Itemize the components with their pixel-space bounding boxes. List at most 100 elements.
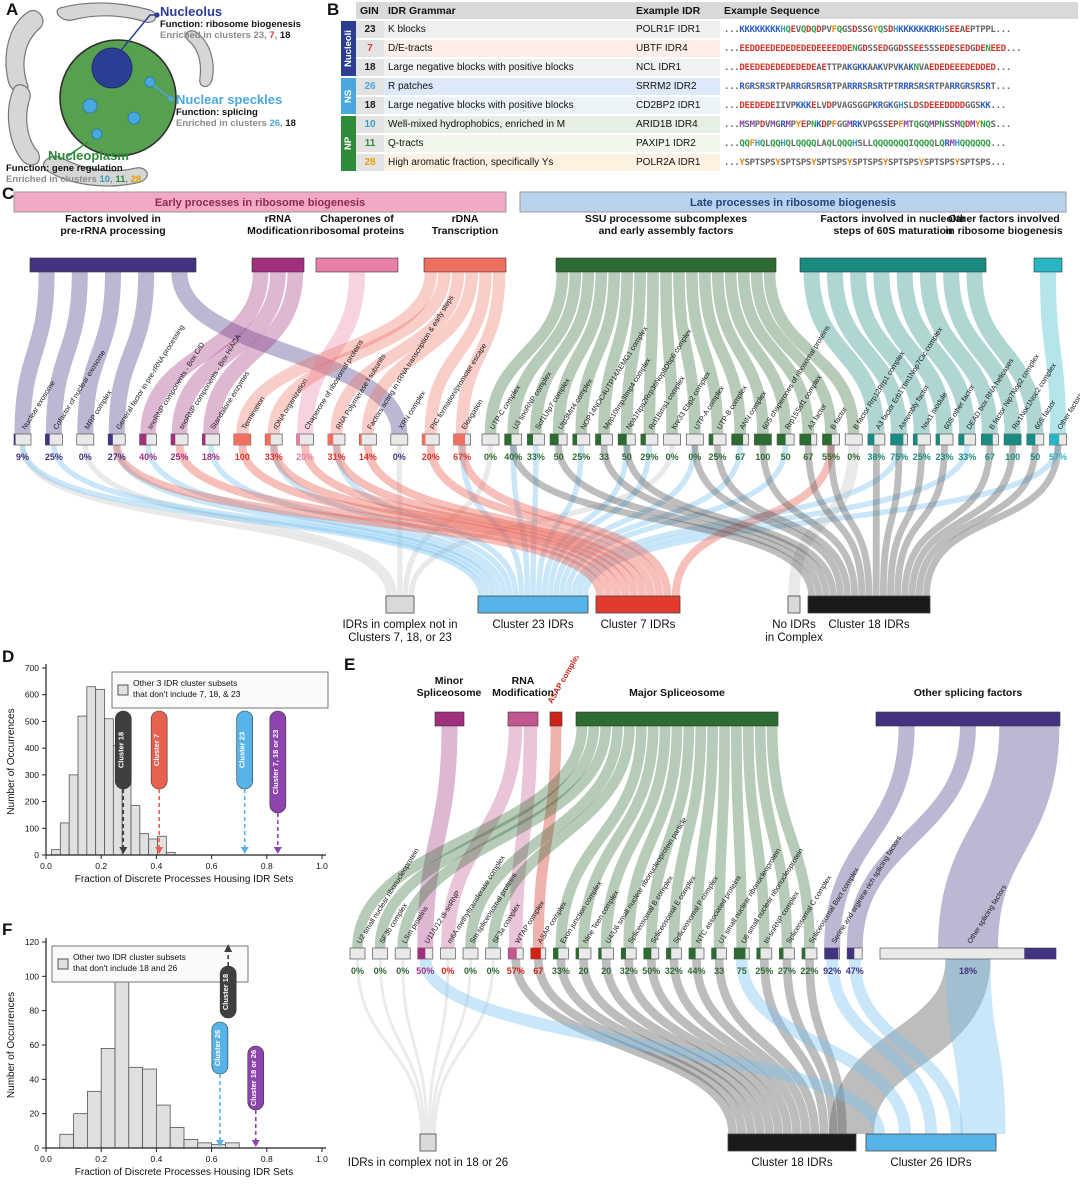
panel-d-histogram: 0 100 200 300 400 500 600 700 0.0 0.2 0.4 0.6 0.8 1.0… (6, 663, 329, 885)
speckle-pointer-line (151, 83, 171, 99)
flow-ribbon (51, 444, 490, 597)
gin-number: 11 (356, 134, 384, 154)
complex-node (462, 947, 479, 960)
arrowhead-icon (240, 847, 249, 854)
flow-ribbon (894, 444, 948, 597)
complex-node (394, 947, 411, 960)
flow-ribbon (919, 271, 998, 435)
source-bar (575, 711, 779, 727)
percent-label: 25% (572, 452, 590, 462)
flow-ribbon (691, 725, 718, 949)
flow-ribbon (570, 444, 902, 597)
percent-label: 27% (778, 966, 796, 976)
flow-ribbon (879, 444, 903, 597)
percent-label: 38% (867, 452, 885, 462)
grammar-cell: K blocks (384, 20, 632, 40)
percent-label: 20 (578, 966, 588, 976)
complex-node (13, 433, 32, 446)
flow-ribbon (692, 958, 811, 1135)
flow-ribbon (731, 725, 748, 949)
complex-node-fill (595, 434, 602, 445)
percent-label: 47% (846, 966, 864, 976)
histogram-bar (224, 1142, 240, 1149)
flow-ribbon (82, 444, 398, 597)
flow-ribbon (487, 725, 635, 949)
histogram-bar (197, 1142, 213, 1149)
percent-label: 0% (441, 966, 454, 976)
histogram-bar (100, 1048, 116, 1149)
source-header: in ribosome biogenesis (945, 225, 1062, 237)
flow-ribbon (598, 271, 633, 435)
histogram-bar (130, 805, 141, 856)
complex-node-fill (756, 948, 761, 959)
flow-ribbon (401, 958, 429, 1135)
percent-label: 75 (737, 966, 747, 976)
percent-label: 20 (601, 966, 611, 976)
complex-node-fill (847, 948, 855, 959)
flow-ribbon (966, 271, 1044, 435)
y-tick-label: 200 (25, 797, 39, 807)
flow-ribbon (578, 725, 659, 949)
arrowhead-icon (215, 1140, 224, 1147)
source-header: Modification (247, 225, 309, 237)
percent-label: 0% (79, 452, 92, 462)
flow-ribbon (19, 444, 484, 597)
percent-label: 0% (374, 966, 387, 976)
cluster-box (865, 1133, 997, 1152)
legend-box (51, 945, 249, 983)
flow-ribbon (19, 444, 392, 597)
percent-label: 50 (1030, 452, 1040, 462)
source-header: Factors involved in (65, 213, 161, 225)
flow-ribbon (600, 444, 830, 597)
percent-label: 44% (687, 966, 705, 976)
flow-ribbon (763, 271, 860, 435)
enriched-clusters: Enriched in clusters 23, 7, 18 (160, 30, 291, 41)
cluster-number: 10 (99, 174, 111, 185)
flow-ribbon (901, 444, 994, 597)
percent-label: 0% (487, 966, 500, 976)
histogram-bar (142, 1068, 157, 1149)
complex-node-fill (867, 434, 875, 445)
histogram-bar (139, 833, 150, 856)
organelle-function: Function: splicing (176, 107, 258, 118)
flow-ribbon (113, 444, 496, 597)
y-tick-label: 120 (25, 937, 39, 947)
flow-ribbon (908, 444, 1017, 597)
complex-node (76, 433, 95, 446)
flow-ribbon (824, 725, 915, 949)
flow-ribbon (330, 271, 465, 435)
arrowhead-icon (251, 1140, 260, 1147)
panel-label-d: D (2, 647, 15, 666)
legend-swatch (57, 958, 69, 970)
y-tick-label: 60 (30, 1040, 40, 1050)
source-header: and early assembly factors (599, 225, 734, 237)
histogram-bar (155, 1104, 171, 1149)
flow-ribbon (850, 271, 930, 435)
percent-label: 18% (959, 966, 977, 976)
grammar-cell: Large negative blocks with positive bloc… (384, 96, 632, 116)
flow-ribbon (579, 958, 765, 1135)
flow-ribbon (788, 444, 860, 597)
y-tick-label: 500 (25, 716, 39, 726)
flow-ribbon (714, 444, 851, 597)
source-header: pre-rRNA processing (60, 225, 165, 237)
flow-ribbon (175, 444, 613, 597)
example-sequence: ...QQFHQLQQHQLQQQQLAQLQQQHSLLQQQQQQQIQQQ… (720, 134, 1078, 154)
y-tick-label: 600 (25, 690, 39, 700)
er-membrane (7, 84, 40, 166)
percent-label: 0% (464, 966, 477, 976)
flow-ribbon (77, 271, 121, 435)
flow-ribbon (804, 444, 866, 597)
flow-ribbon (396, 444, 403, 597)
example-idr-cell: PAXIP1 IDR2 (632, 134, 720, 154)
percent-label: 50% (642, 966, 660, 976)
table-row: 18 Large negative blocks with positive bl… (341, 96, 1078, 116)
example-sequence: ...KKKKKKKKHQEVQDQDPVFQGSDSSGYQSDHKKKKKK… (720, 20, 1078, 40)
gin-number: 26 (356, 77, 384, 97)
complex-node-fill (139, 434, 147, 445)
panel-a-annotations: Nucleolus Function: ribosome biogenesis En… (0, 2, 338, 194)
panel-a-cell-diagram (5, 2, 214, 187)
flow-ribbon (669, 958, 801, 1135)
flow-ribbon (582, 444, 1061, 597)
complex-node-fill (1024, 948, 1056, 959)
